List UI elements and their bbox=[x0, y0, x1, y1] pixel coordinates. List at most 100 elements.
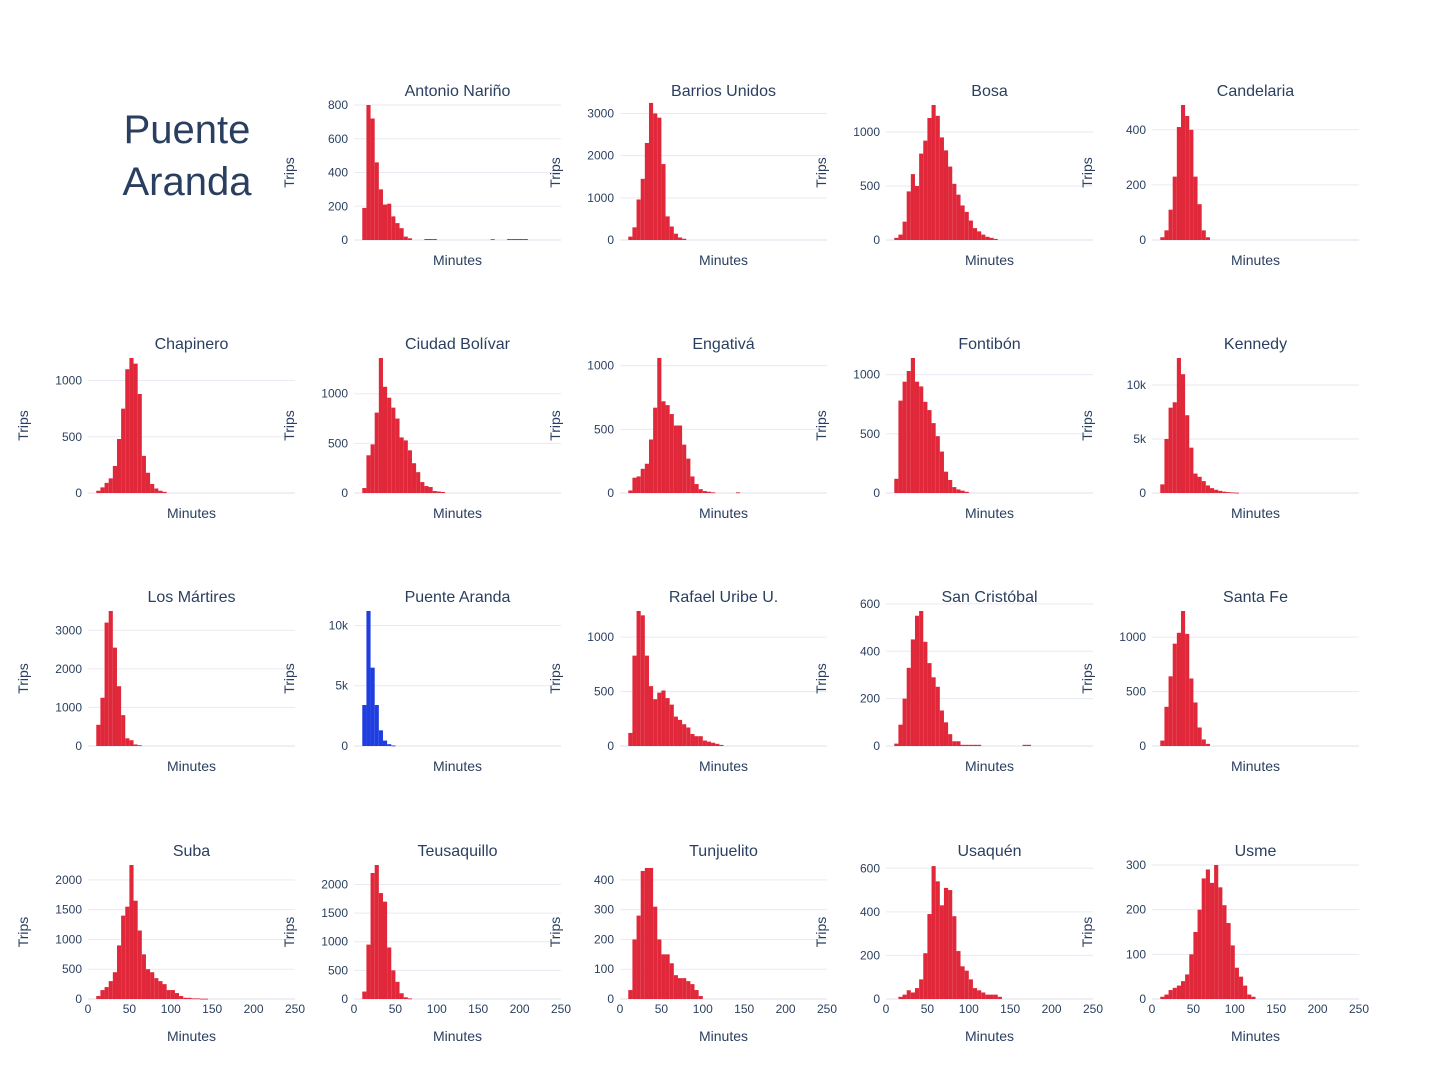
histogram-bar bbox=[661, 164, 666, 240]
histogram-bar bbox=[914, 988, 920, 999]
histogram-bar bbox=[640, 870, 645, 999]
histogram-bar bbox=[993, 238, 998, 240]
subplot-title: Engativá bbox=[692, 336, 754, 353]
histogram-bar bbox=[968, 220, 973, 240]
x-tick-label: 50 bbox=[389, 1002, 403, 1016]
x-tick-label: 150 bbox=[734, 1002, 754, 1016]
histogram-bar bbox=[145, 969, 151, 999]
histogram-bar bbox=[1172, 402, 1177, 493]
histogram-bar bbox=[939, 451, 944, 493]
histogram-bar bbox=[960, 966, 965, 999]
y-tick-label: 0 bbox=[75, 992, 82, 1006]
x-axis-title: Minutes bbox=[167, 758, 216, 774]
subplot-santa-fe: 0 500 1000 Santa Fe Trips Minutes bbox=[1079, 589, 1359, 774]
histogram-bar bbox=[956, 741, 961, 746]
histogram-bar bbox=[914, 381, 920, 493]
y-axis-title: Trips bbox=[1079, 410, 1095, 441]
y-tick-label: 0 bbox=[607, 233, 614, 247]
histogram-bar bbox=[952, 741, 957, 746]
histogram-bar bbox=[1168, 676, 1173, 746]
y-axis-title: Trips bbox=[547, 157, 563, 188]
histogram-bar bbox=[507, 238, 512, 240]
histogram-bar bbox=[1176, 632, 1181, 746]
histogram-bar bbox=[366, 944, 371, 999]
x-tick-label: 0 bbox=[85, 1002, 92, 1016]
histogram-bar bbox=[914, 186, 920, 240]
histogram-bar bbox=[628, 732, 633, 746]
histogram-bar bbox=[154, 488, 159, 493]
histogram-bar bbox=[1164, 994, 1169, 999]
y-tick-label: 1000 bbox=[321, 935, 348, 949]
histogram-bar bbox=[1222, 491, 1227, 493]
histogram-bar bbox=[939, 137, 944, 240]
y-tick-label: 2000 bbox=[55, 873, 82, 887]
histogram-bar bbox=[644, 463, 649, 493]
x-axis-title: Minutes bbox=[433, 252, 482, 268]
y-axis-title: Trips bbox=[1079, 663, 1095, 694]
histogram-bar bbox=[387, 203, 392, 240]
subplot-title: Rafael Uribe U. bbox=[669, 589, 778, 606]
y-tick-label: 1000 bbox=[321, 387, 348, 401]
histogram-bar bbox=[640, 468, 645, 493]
subplot-ciudad-bolivar: 0 500 1000 Ciudad Bolívar Trips Minutes bbox=[281, 336, 561, 521]
subplot-usaquen: 0 200 400 600 Usaquén Trips 0 50 100 150 200 250 Min… bbox=[813, 843, 1103, 1044]
subplot-title: Candelaria bbox=[1217, 83, 1294, 100]
x-tick-label: 150 bbox=[468, 1002, 488, 1016]
histogram-bar bbox=[694, 484, 699, 493]
subplot-title: Tunjuelito bbox=[689, 843, 758, 860]
histogram-bar bbox=[906, 371, 911, 493]
subplot-kennedy: 0 5k 10k Kennedy Trips Minutes bbox=[1079, 336, 1359, 521]
histogram-bar bbox=[1197, 727, 1202, 746]
y-axis-title: Trips bbox=[813, 917, 829, 948]
y-axis-title: Trips bbox=[281, 917, 297, 948]
x-tick-label: 150 bbox=[1000, 1002, 1020, 1016]
y-tick-label: 0 bbox=[1139, 739, 1146, 753]
histogram-bar bbox=[1026, 744, 1031, 746]
histogram-bar bbox=[382, 740, 388, 746]
histogram-bar bbox=[935, 436, 940, 493]
histogram-bar bbox=[387, 744, 392, 746]
y-tick-label: 200 bbox=[860, 948, 880, 962]
y-tick-label: 300 bbox=[594, 903, 614, 917]
histogram-bar bbox=[898, 996, 903, 999]
histogram-bar bbox=[1201, 878, 1206, 999]
subplot-fontibon: 0 500 1000 Fontibón Trips Minutes bbox=[813, 336, 1093, 521]
histogram-bar bbox=[927, 117, 932, 240]
histogram-bar bbox=[137, 930, 142, 999]
subplot-title: San Cristóbal bbox=[941, 589, 1037, 606]
histogram-bar bbox=[387, 947, 392, 999]
histogram-bar bbox=[964, 970, 969, 999]
histogram-bar bbox=[981, 234, 986, 240]
histogram-bar bbox=[137, 745, 142, 747]
y-tick-label: 200 bbox=[594, 932, 614, 946]
x-axis-title: Minutes bbox=[433, 1028, 482, 1044]
histogram-bar bbox=[1205, 485, 1210, 493]
y-tick-label: 1000 bbox=[55, 700, 82, 714]
histogram-bar bbox=[1193, 176, 1198, 240]
y-tick-label: 200 bbox=[328, 199, 348, 213]
x-axis-title: Minutes bbox=[965, 252, 1014, 268]
x-axis-title: Minutes bbox=[699, 252, 748, 268]
histogram-bar bbox=[145, 472, 151, 493]
y-tick-label: 500 bbox=[594, 422, 614, 436]
y-axis-title: Trips bbox=[1079, 157, 1095, 188]
y-tick-label: 1000 bbox=[853, 368, 880, 382]
histogram-bar bbox=[898, 724, 903, 746]
histogram-bar bbox=[366, 105, 371, 240]
y-tick-label: 500 bbox=[62, 430, 82, 444]
histogram-bar bbox=[203, 998, 209, 1000]
histogram-bar bbox=[665, 405, 670, 493]
histogram-bar bbox=[902, 994, 907, 999]
histogram-bar bbox=[407, 998, 412, 1000]
y-tick-label: 2000 bbox=[587, 149, 614, 163]
y-axis-title: Trips bbox=[813, 410, 829, 441]
histogram-bar bbox=[1180, 981, 1186, 999]
histogram-bar bbox=[1193, 702, 1198, 746]
y-tick-label: 0 bbox=[1139, 486, 1146, 500]
histogram-bar bbox=[1230, 945, 1235, 999]
x-tick-label: 200 bbox=[776, 1002, 796, 1016]
histogram-bar bbox=[1164, 706, 1169, 746]
histogram-bar bbox=[902, 698, 907, 746]
histogram-bar bbox=[977, 744, 982, 746]
histogram-bar bbox=[370, 444, 375, 493]
